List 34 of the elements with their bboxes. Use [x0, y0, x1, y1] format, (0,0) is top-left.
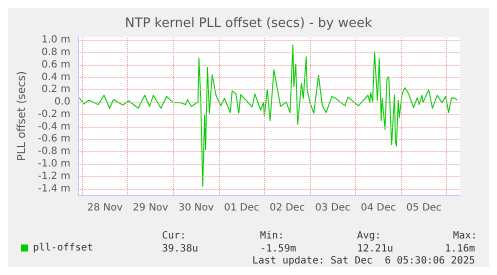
x-tick-label: 28 Nov [87, 202, 123, 214]
y-tick-label: -1.2 m [38, 170, 70, 182]
x-tick-label: 05 Dec [406, 202, 442, 214]
y-tick-label: 0.8 m [42, 46, 70, 58]
y-tick-label: 0.4 m [42, 72, 70, 83]
y-axis-title: PLL offset (secs) [15, 71, 28, 161]
y-tick-label: -0.6 m [38, 134, 70, 145]
text: 12.21u [357, 244, 394, 254]
x-tick-label: 01 Dec [224, 202, 260, 214]
text: Cur: [162, 230, 186, 242]
x-tick-label: 30 Nov [178, 202, 214, 214]
y-tick-label: -1.4 m [38, 183, 70, 194]
y-tick-label: 1.0 m [42, 34, 70, 46]
y-tick-label: 0.2 m [42, 84, 70, 96]
text: 1.16m [444, 244, 476, 254]
legend-label: pll-offset [33, 242, 94, 254]
y-tick-label: 0.6 m [42, 59, 70, 70]
y-tick-label: -0.4 m [38, 121, 70, 132]
line-series [78, 44, 458, 187]
x-tick-label: 04 Dec [360, 202, 396, 214]
y-tick-label: -0.8 m [38, 146, 70, 158]
x-tick-label: 02 Dec [270, 202, 305, 214]
y-tick-label: -1.0 m [38, 158, 70, 170]
y-tick-label: 0.0 [54, 96, 70, 108]
text: Avg: [357, 230, 382, 242]
chart-title: NTP kernel PLL offset (secs) - by week [124, 16, 373, 31]
text: 39.38u [162, 244, 198, 254]
text: Min: [260, 230, 284, 242]
x-tick-label: 29 Nov [132, 202, 168, 214]
text: -1.59m [260, 244, 296, 254]
x-tick-label: 03 Dec [315, 202, 350, 214]
y-tick-label: -0.2 m [38, 108, 70, 120]
text: Max: [453, 230, 478, 242]
text: Last update: Sat Dec 6 05:30:06 2025 [252, 256, 476, 266]
